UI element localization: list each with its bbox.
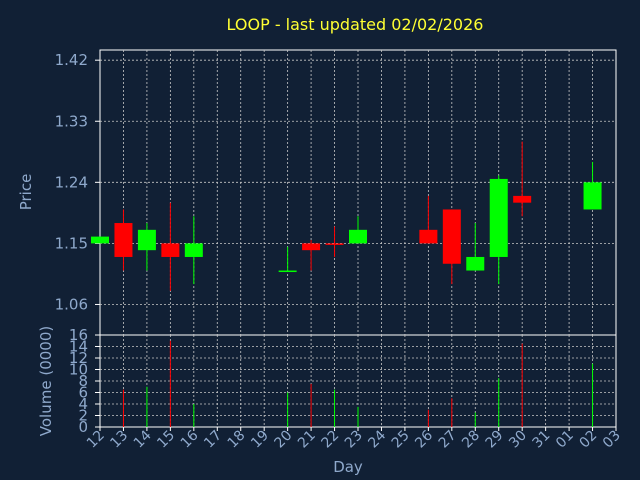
- candle-body: [419, 229, 438, 244]
- volume-tick-label: 12: [69, 349, 88, 367]
- x-tick-label: 01: [553, 428, 577, 452]
- x-tick-label: 18: [225, 428, 249, 452]
- candle-body: [583, 182, 602, 210]
- x-tick-label: 13: [107, 428, 131, 452]
- x-tick-label: 24: [365, 427, 389, 451]
- x-tick-label: 26: [412, 427, 436, 451]
- x-tick-label: 16: [178, 427, 202, 451]
- candle-body: [442, 209, 461, 264]
- volume-tick-label: 2: [78, 407, 88, 425]
- price-tick-label: 1.15: [55, 234, 88, 252]
- price-tick-label: 1.24: [55, 173, 88, 191]
- candle-body: [161, 243, 180, 257]
- price-panel-frame: [99, 49, 617, 336]
- price-axis-label: Price: [17, 174, 35, 211]
- x-tick-label: 15: [154, 428, 178, 452]
- volume-tick-label: 14: [69, 338, 88, 356]
- x-tick-label: 03: [600, 428, 624, 452]
- volume-tick-label: 10: [69, 361, 88, 379]
- x-tick-label: 14: [131, 427, 155, 451]
- x-tick-label: 30: [506, 428, 530, 452]
- chart-title: LOOP - last updated 02/02/2026: [227, 15, 484, 34]
- candle-body: [137, 229, 156, 251]
- x-tick-label: 27: [436, 428, 460, 452]
- x-tick-label: 02: [576, 428, 600, 452]
- x-tick-label: 31: [530, 428, 554, 452]
- x-tick-label: 21: [295, 428, 319, 452]
- candle-body: [489, 178, 508, 257]
- price-tick-label: 1.42: [55, 51, 88, 69]
- x-tick-label: 29: [483, 428, 507, 452]
- volume-tick-label: 0: [78, 418, 88, 436]
- x-tick-label: 25: [389, 428, 413, 452]
- candle-body: [466, 256, 485, 271]
- volume-tick-label: 8: [78, 372, 88, 390]
- x-tick-label: 23: [342, 428, 366, 452]
- x-tick-label: 17: [201, 428, 225, 452]
- candle-body: [114, 223, 133, 257]
- volume-axis-label: Volume (0000): [37, 326, 55, 436]
- x-tick-label: 28: [459, 428, 483, 452]
- candle-body: [349, 229, 367, 244]
- x-axis-label: Day: [333, 458, 363, 476]
- candle-body: [91, 236, 109, 244]
- candle-body: [278, 270, 297, 273]
- x-tick-label: 20: [272, 428, 296, 452]
- x-tick-label: 19: [248, 428, 272, 452]
- candle-body: [184, 243, 203, 257]
- volume-tick-label: 4: [78, 395, 88, 413]
- candle-body: [513, 195, 532, 203]
- volume-tick-label: 16: [69, 326, 88, 344]
- candle-body: [302, 243, 321, 251]
- price-tick-label: 1.06: [55, 295, 88, 313]
- candle-body: [325, 243, 344, 245]
- price-tick-label: 1.33: [55, 112, 88, 130]
- volume-tick-label: 6: [78, 384, 88, 402]
- x-tick-label: 22: [318, 428, 342, 452]
